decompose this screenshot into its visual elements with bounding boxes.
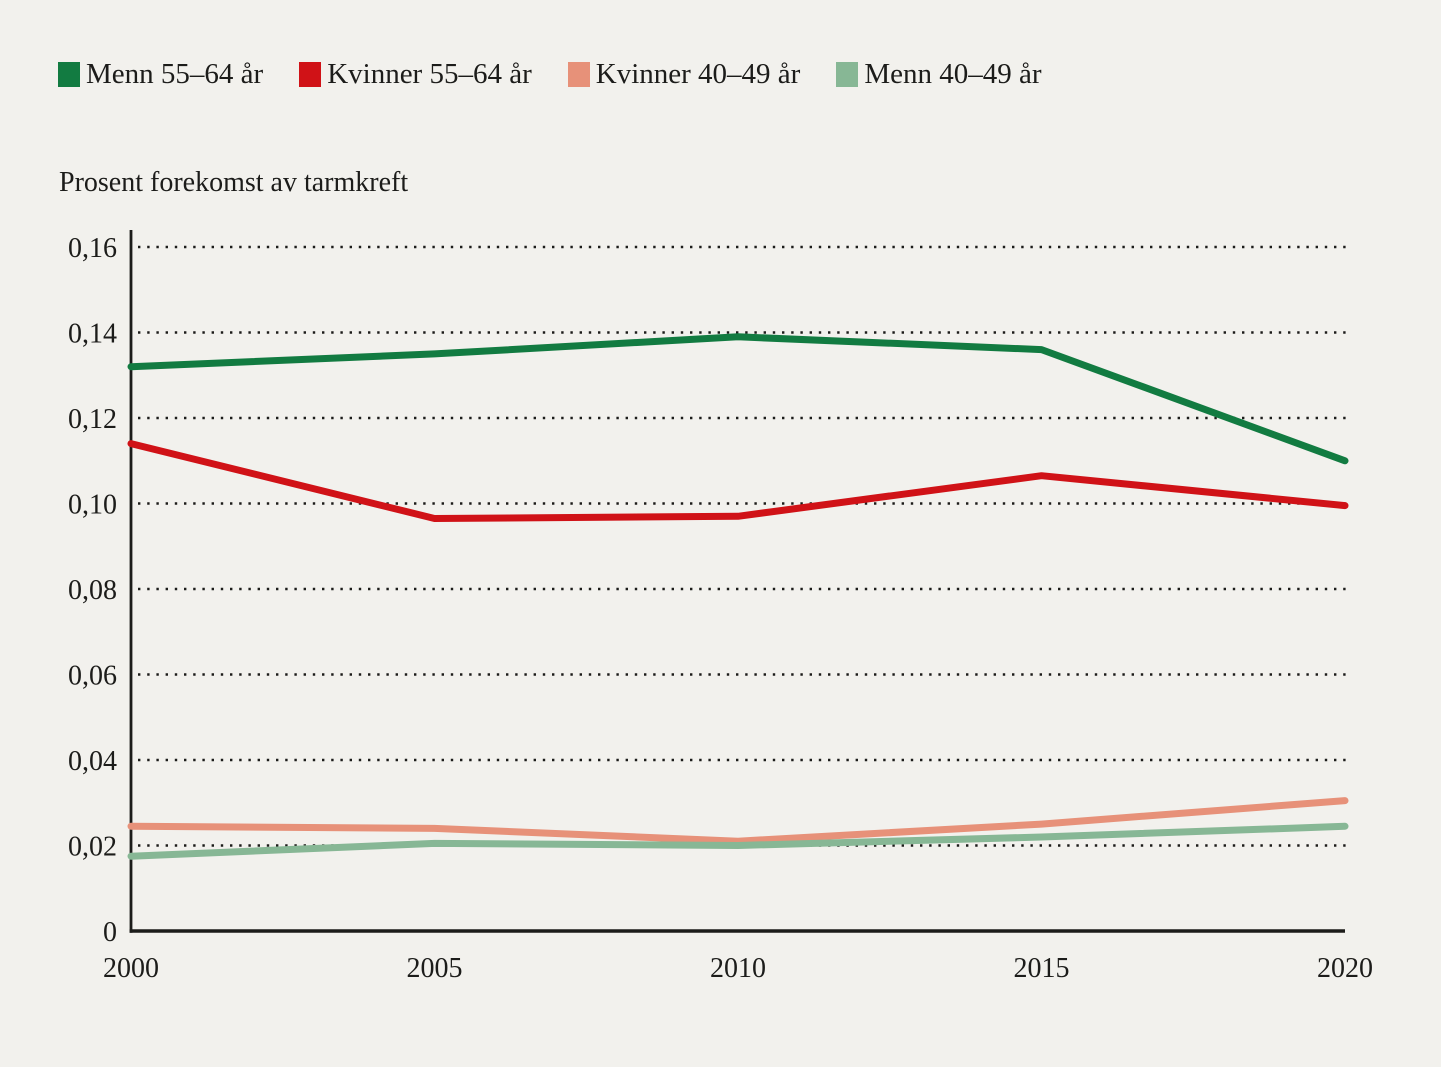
x-tick-label: 2005 — [407, 953, 463, 984]
y-tick-label: 0,04 — [68, 746, 117, 777]
legend-label: Menn 40–49 år — [864, 58, 1042, 90]
legend-item: Menn 55–64 år — [58, 58, 263, 90]
y-tick-label: 0,10 — [68, 490, 117, 521]
legend-item: Menn 40–49 år — [836, 58, 1042, 90]
y-tick-label: 0,08 — [68, 575, 117, 606]
series-line — [127, 333, 1349, 465]
series-line — [127, 797, 1349, 845]
series-line — [127, 822, 1349, 860]
y-tick-label: 0,06 — [68, 661, 117, 692]
legend-label: Kvinner 40–49 år — [595, 58, 801, 90]
legend-swatch — [567, 61, 590, 87]
x-tick-label: 2020 — [1317, 953, 1373, 984]
chart-title: Prosent forekomst av tarmkreft — [59, 167, 409, 198]
y-tick-label: 0,02 — [68, 832, 117, 863]
legend-item: Kvinner 55–64 år — [299, 58, 532, 90]
legend-swatch — [299, 61, 322, 87]
legend: Menn 55–64 år Kvinner 55–64 år Kvinner 40–… — [58, 58, 1042, 90]
y-tick-label: 0,14 — [68, 319, 117, 350]
series-line — [127, 440, 1349, 522]
legend-label: Menn 55–64 år — [86, 58, 264, 90]
legend-item: Kvinner 40–49 år — [567, 58, 801, 90]
y-tick-label: 0,16 — [68, 233, 117, 264]
x-tick-label: 2000 — [103, 953, 159, 984]
y-tick-label: 0 — [103, 917, 117, 948]
legend-swatch — [836, 61, 859, 87]
legend-label: Kvinner 55–64 år — [327, 58, 532, 90]
legend-swatch — [58, 61, 80, 87]
y-tick-label: 0,12 — [68, 404, 117, 435]
x-tick-label: 2015 — [1014, 953, 1070, 984]
x-tick-label: 2010 — [710, 953, 766, 984]
